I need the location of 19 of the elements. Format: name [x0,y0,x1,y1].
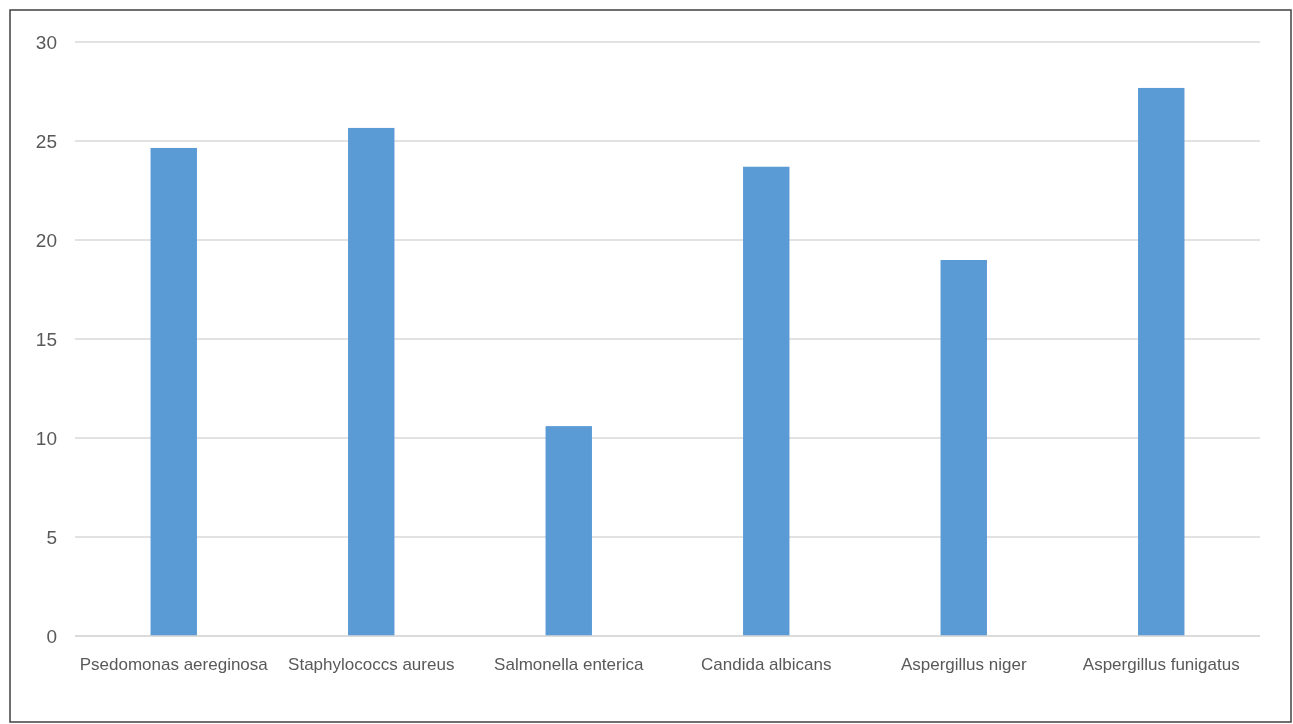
x-tick-label: Aspergillus funigatus [1082,655,1240,674]
y-tick-label: 30 [35,31,57,53]
y-tick-label: 0 [46,625,57,647]
x-tick-label: Candida albicans [701,655,832,674]
bar [940,260,987,636]
x-tick-label: Staphylococcs aureus [288,655,455,674]
y-tick-label: 15 [35,328,57,350]
y-tick-label: 10 [35,427,57,449]
y-tick-label: 5 [46,526,57,548]
x-tick-label: Aspergillus niger [900,655,1027,674]
x-tick-label: Psedomonas aereginosa [79,655,269,674]
bar [348,127,395,636]
y-tick-label: 20 [35,229,57,251]
x-tick-label: Salmonella enterica [494,655,644,674]
y-tick-label: 25 [35,130,57,152]
bar [150,147,197,636]
bar [1138,87,1185,636]
bar [545,426,592,636]
bar [743,166,790,636]
